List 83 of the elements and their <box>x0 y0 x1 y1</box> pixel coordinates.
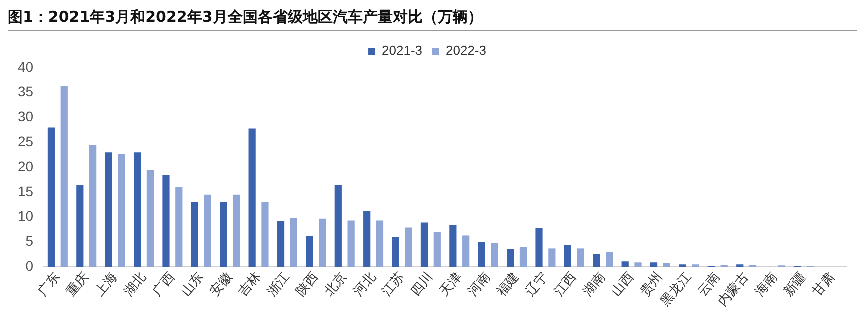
bar <box>277 221 285 268</box>
bar <box>405 228 412 268</box>
x-tick-label: 安徽 <box>206 270 236 300</box>
bar <box>420 222 428 268</box>
x-tick-label: 浙江 <box>264 270 294 300</box>
x-tick-label: 北京 <box>322 270 351 300</box>
bar <box>650 262 658 268</box>
x-tick-label: 湖北 <box>121 270 150 300</box>
x-tick-label: 湖南 <box>580 270 609 300</box>
bar <box>593 254 600 268</box>
x-tick-label: 甘肃 <box>810 270 838 300</box>
bar <box>606 252 614 268</box>
bar <box>478 242 486 268</box>
x-tick-label: 山东 <box>178 270 208 300</box>
x-tick-label: 上海 <box>92 270 121 300</box>
y-tick-label: 15 <box>18 183 34 200</box>
x-tick-label: 四川 <box>408 270 437 300</box>
y-tick-label: 35 <box>18 84 34 100</box>
bar <box>507 249 514 268</box>
x-tick-label: 广东 <box>35 270 64 300</box>
x-tick-label: 广西 <box>150 270 178 300</box>
bar <box>679 264 686 268</box>
bar <box>548 248 556 268</box>
bar <box>306 236 314 268</box>
bar <box>176 187 183 268</box>
x-tick-label: 河北 <box>351 270 380 300</box>
x-tick-label: 陕西 <box>294 270 322 300</box>
y-tick-label: 30 <box>18 108 34 125</box>
x-tick-label: 重庆 <box>64 270 92 300</box>
x-tick-label: 新疆 <box>781 270 810 300</box>
bar <box>634 262 642 268</box>
legend-label: 2022-3 <box>446 43 486 58</box>
bar <box>376 220 384 268</box>
chart-title: 图1：2021年3月和2022年3月全国各省级地区汽车产量对比（万辆） <box>8 8 857 31</box>
x-tick-label: 辽宁 <box>522 270 552 300</box>
y-tick-label: 25 <box>18 134 34 150</box>
bar <box>434 232 441 268</box>
bar <box>204 194 212 268</box>
bar <box>220 202 228 268</box>
bar <box>462 236 470 268</box>
bar <box>736 264 744 268</box>
bar <box>118 154 126 268</box>
bar <box>622 262 629 268</box>
bar <box>290 218 298 268</box>
bar <box>348 220 355 268</box>
bar <box>520 247 528 268</box>
bar <box>536 228 543 268</box>
bar <box>248 128 256 268</box>
legend-label: 2021-3 <box>382 43 423 58</box>
y-tick-label: 10 <box>18 208 34 224</box>
bar <box>564 245 572 268</box>
y-tick-label: 0 <box>26 258 34 274</box>
x-tick-label: 江苏 <box>380 270 408 300</box>
bar <box>105 152 112 268</box>
bar <box>191 202 198 268</box>
bar <box>146 170 154 268</box>
bar <box>491 243 498 268</box>
bar <box>76 184 84 268</box>
x-tick-label: 海南 <box>752 270 781 300</box>
bar <box>48 128 56 268</box>
bar <box>134 152 142 268</box>
x-tick-label: 山西 <box>609 270 638 300</box>
bar <box>162 175 170 268</box>
x-tick-label: 河南 <box>466 270 494 300</box>
bar <box>319 218 326 268</box>
bar <box>60 86 68 268</box>
bar <box>392 237 400 268</box>
bar <box>577 248 584 268</box>
x-tick-label: 江西 <box>552 270 580 300</box>
bar <box>334 184 342 268</box>
y-tick-label: 5 <box>26 233 34 250</box>
x-tick-label: 天津 <box>437 270 466 300</box>
bar <box>232 194 240 268</box>
y-tick-label: 20 <box>18 158 34 174</box>
bar <box>364 211 371 268</box>
bar <box>663 263 670 268</box>
bar <box>450 225 457 268</box>
bar <box>262 202 269 268</box>
y-tick-label: 40 <box>18 58 34 75</box>
x-tick-label: 福建 <box>494 270 523 300</box>
x-tick-label: 吉林 <box>236 270 264 300</box>
bar <box>692 264 700 268</box>
bar <box>90 145 97 268</box>
